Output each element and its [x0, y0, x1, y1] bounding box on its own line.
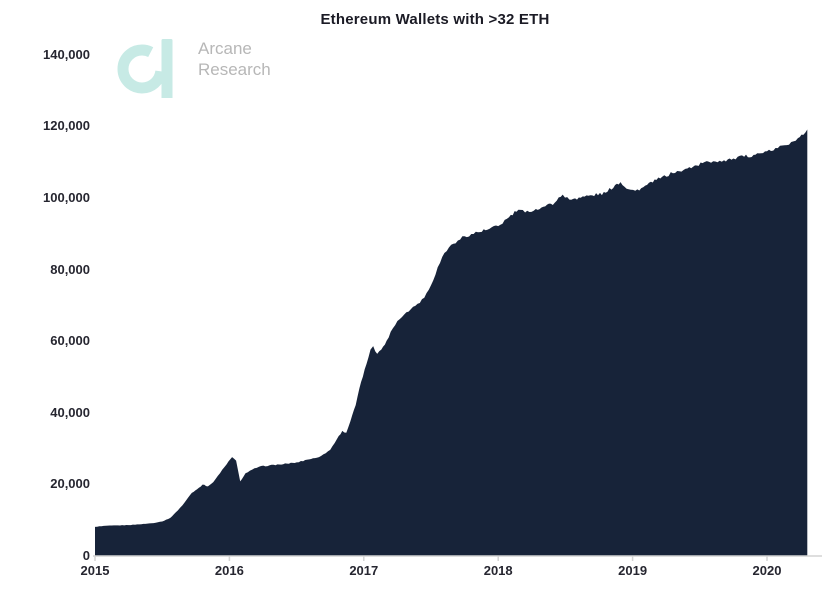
y-tick-label: 140,000: [43, 46, 90, 62]
x-tick-label: 2016: [214, 563, 244, 578]
x-tick-label: 2019: [618, 563, 648, 578]
arcane-research-logo: Arcane Research: [116, 34, 271, 98]
area-series-eth-wallets: [95, 129, 808, 556]
x-tick-label: 2018: [483, 563, 513, 578]
x-axis-tick-marks: [94, 556, 768, 561]
y-tick-label: 0: [82, 548, 90, 563]
arcane-logo-icon: [117, 39, 173, 98]
y-tick-label: 100,000: [43, 190, 90, 205]
logo-text-line2: Research: [198, 60, 271, 80]
chart-title: Ethereum Wallets with >32 ETH: [320, 11, 550, 28]
x-tick-label: 2017: [349, 563, 379, 578]
y-tick-label: 120,000: [43, 118, 90, 134]
x-tick-label: 2020: [752, 563, 782, 578]
logo-text-line1: Arcane: [198, 39, 252, 58]
arcane-logo-text: Arcane Research: [198, 38, 271, 81]
x-tick-label: 2015: [80, 563, 110, 578]
y-tick-label: 80,000: [50, 261, 90, 277]
y-tick-label: 60,000: [50, 333, 90, 349]
y-tick-label: 40,000: [50, 404, 90, 420]
y-tick-label: 20,000: [50, 476, 90, 492]
